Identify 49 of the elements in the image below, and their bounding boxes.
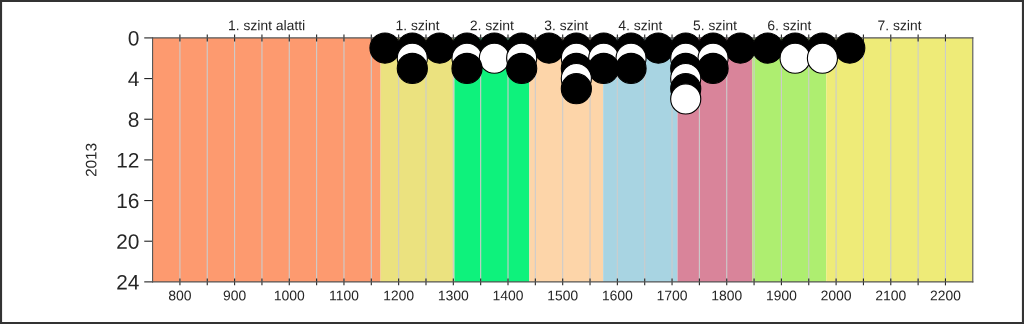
point xyxy=(424,32,456,64)
x-tick-label: 1300 xyxy=(438,290,469,301)
y-tick-label: 24 xyxy=(117,274,139,290)
x-tick-label: 1000 xyxy=(274,290,305,301)
band-label: 1. szint xyxy=(396,20,440,31)
point xyxy=(533,32,565,64)
y-tick-label: 16 xyxy=(117,193,139,209)
y-tick-label: 8 xyxy=(128,112,139,127)
x-tick-label: 800 xyxy=(168,290,191,301)
x-tick-label: 1400 xyxy=(493,290,523,301)
point xyxy=(642,32,674,64)
point xyxy=(588,52,620,85)
x-tick-label: 1700 xyxy=(657,290,687,301)
point xyxy=(670,83,702,115)
x-tick-label: 1800 xyxy=(712,290,742,301)
band-label: 4. szint xyxy=(618,20,663,31)
y-axis-title: 2013 xyxy=(85,143,97,177)
point xyxy=(724,32,757,64)
band-label: 3. szint xyxy=(544,20,589,31)
point xyxy=(369,32,401,64)
band-label: 2. szint xyxy=(470,20,514,31)
x-tick-label: 2100 xyxy=(876,290,906,301)
point xyxy=(396,52,428,85)
point xyxy=(697,52,729,85)
point xyxy=(451,52,483,85)
x-tick-label: 1600 xyxy=(602,290,633,301)
point xyxy=(560,73,592,105)
y-tick-label: 4 xyxy=(128,71,139,87)
band-label: 6. szint xyxy=(768,20,812,31)
point xyxy=(615,52,647,85)
x-tick-label: 1200 xyxy=(384,290,414,301)
x-tick-label: 1900 xyxy=(767,290,797,301)
band-label: 5. szint xyxy=(693,20,737,31)
point xyxy=(779,42,811,74)
point xyxy=(506,52,538,85)
point xyxy=(834,32,866,64)
band-label: 1. szint alatti xyxy=(229,20,305,31)
x-tick-label: 1100 xyxy=(330,290,359,301)
x-tick-label: 2000 xyxy=(821,290,851,301)
y-tick-label: 20 xyxy=(117,234,139,249)
point xyxy=(478,42,510,74)
x-tick-label: 1500 xyxy=(548,290,578,301)
x-tick-label: 900 xyxy=(223,290,246,301)
y-tick-label: 12 xyxy=(117,152,139,168)
x-tick-label: 2200 xyxy=(930,290,961,301)
y-tick-label: 0 xyxy=(128,30,139,46)
point xyxy=(752,32,784,64)
band-label: 7. szint xyxy=(878,20,922,31)
point xyxy=(806,42,839,74)
